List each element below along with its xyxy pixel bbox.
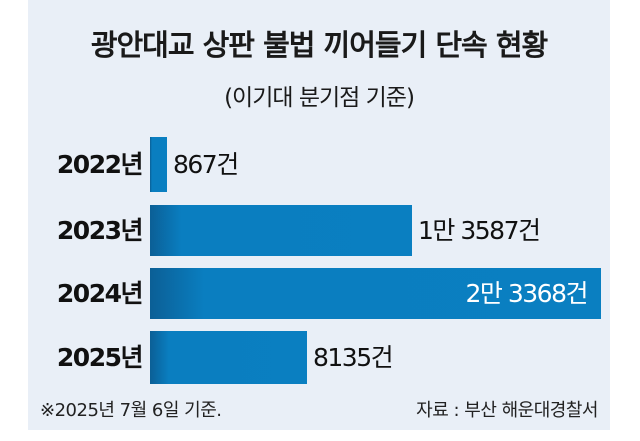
- bar-1: [150, 205, 412, 256]
- bar-2: [150, 268, 601, 319]
- chart-subtitle: (이기대 분기점 기준): [224, 85, 415, 111]
- data-label: 867건: [173, 149, 239, 179]
- data-label: 1만 3587건: [418, 215, 541, 245]
- data-label: 8135건: [313, 342, 394, 372]
- footnote: ※2025년 7월 6일 기준.: [40, 400, 222, 421]
- chart-title: 광안대교 상판 불법 끼어들기 단속 현황: [90, 28, 548, 62]
- bar-3: [150, 331, 307, 384]
- category-label: 2025년: [56, 342, 144, 372]
- category-label: 2024년: [56, 278, 144, 308]
- category-label: 2022년: [56, 149, 144, 179]
- category-label: 2023년: [56, 215, 144, 245]
- source: 자료 : 부산 해운대경찰서: [416, 400, 598, 421]
- data-label: 2만 3368건: [465, 278, 589, 308]
- bar-0: [150, 137, 167, 192]
